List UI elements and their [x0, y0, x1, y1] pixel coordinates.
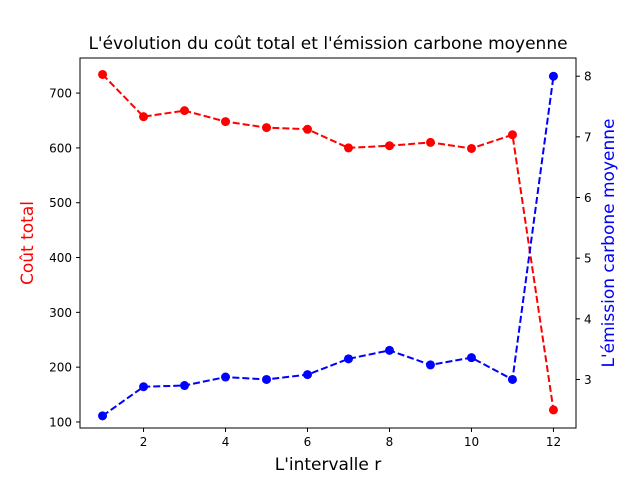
left-series-point: [180, 106, 190, 116]
left-series-point: [343, 143, 353, 153]
right-tick-label: 3: [584, 373, 592, 387]
right-tick-label: 8: [584, 70, 592, 84]
right-tick-label: 5: [584, 252, 592, 266]
left-tick-label: 700: [49, 87, 72, 101]
right-axis-ticks: 3 4 5 6 7 8: [576, 70, 592, 387]
left-series-point: [303, 124, 313, 134]
x-tick-label: 8: [386, 435, 394, 449]
x-axis-ticks: 2 4 6 8 10 12: [140, 428, 561, 449]
right-tick-label: 7: [584, 130, 592, 144]
plot-frame: [79, 57, 577, 429]
right-series-point: [180, 381, 190, 391]
left-series-point: [384, 141, 394, 151]
left-series-point: [466, 143, 476, 153]
left-series-point: [139, 112, 149, 122]
left-series-point: [425, 137, 435, 147]
right-series-point: [507, 374, 517, 384]
left-tick-label: 600: [49, 141, 72, 155]
left-axis-series: [98, 69, 558, 415]
right-series-point: [425, 360, 435, 370]
left-series-point: [548, 405, 558, 415]
right-series-point: [98, 411, 108, 421]
plot-area: [80, 58, 576, 428]
right-series-point: [139, 382, 149, 392]
left-tick-label: 400: [49, 251, 72, 265]
x-tick-label: 12: [546, 435, 561, 449]
left-axis-label: Coût total: [18, 201, 38, 285]
series-layer: [98, 69, 558, 421]
right-tick-label: 4: [584, 312, 592, 326]
right-series-point: [221, 372, 231, 382]
left-tick-label: 300: [49, 306, 72, 320]
right-axis-label: L'émission carbone moyenne: [599, 119, 619, 368]
left-series-line: [101, 73, 555, 411]
x-axis-label: L'intervalle r: [275, 455, 382, 475]
left-series-point: [98, 69, 108, 79]
right-tick-label: 6: [584, 191, 592, 205]
right-series-point: [343, 354, 353, 364]
x-tick-label: 10: [464, 435, 479, 449]
right-series-point: [303, 370, 313, 380]
left-series-point: [221, 117, 231, 127]
left-series-point: [507, 130, 517, 140]
right-series-point: [548, 71, 558, 81]
chart-title: L'évolution du coût total et l'émission …: [88, 34, 567, 54]
x-tick-label: 4: [222, 435, 230, 449]
right-series-line: [101, 76, 555, 417]
left-axis-ticks: 100 200 300 400 500 600 700: [49, 87, 80, 429]
right-series-point: [466, 353, 476, 363]
right-series-point: [384, 345, 394, 355]
left-tick-label: 500: [49, 196, 72, 210]
left-tick-label: 200: [49, 361, 72, 375]
x-tick-label: 2: [140, 435, 148, 449]
right-series-point: [262, 374, 272, 384]
right-axis-series: [98, 71, 558, 421]
x-tick-label: 6: [304, 435, 312, 449]
left-tick-label: 100: [49, 415, 72, 429]
left-series-point: [262, 123, 272, 133]
